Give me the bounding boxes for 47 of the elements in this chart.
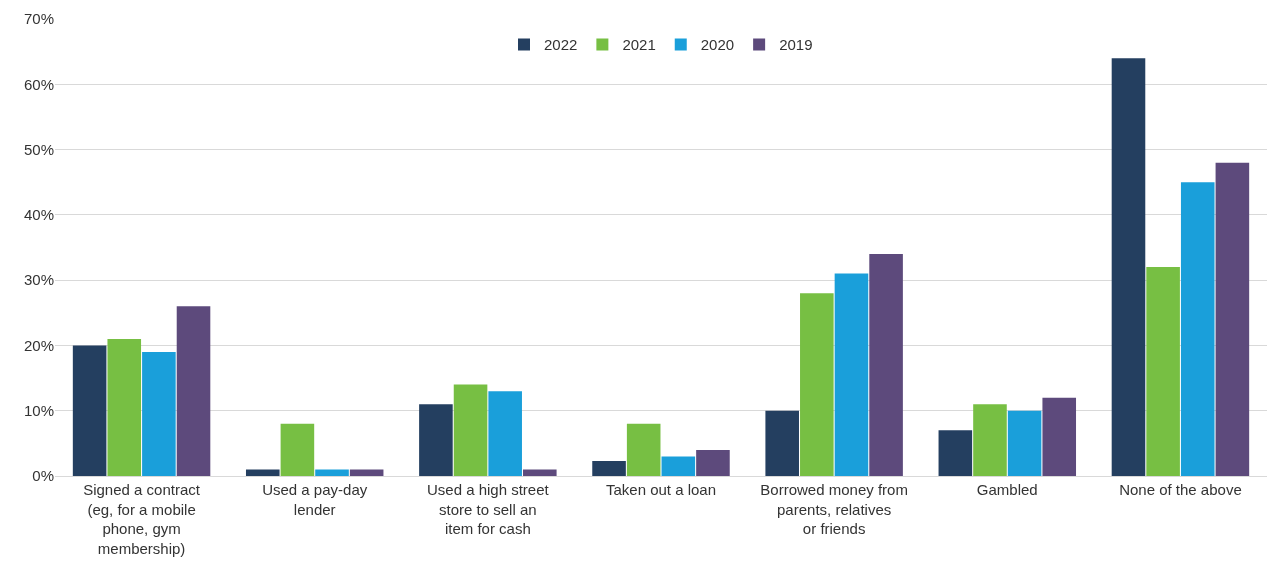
y-tick-label: 70%: [23, 10, 54, 28]
bar: [1180, 182, 1215, 476]
bar: [696, 449, 730, 476]
bar: [72, 345, 107, 476]
bar: [1042, 397, 1077, 476]
bar: [973, 404, 1007, 476]
bar: [245, 469, 280, 476]
bar: [142, 351, 176, 476]
bar: [938, 430, 973, 476]
y-tick-label: 0%: [32, 467, 54, 485]
x-tick-label: Used a pay-day lender: [262, 481, 368, 518]
x-tick-label: Signed a contract (eg, for a mobile phone, gym membership): [83, 481, 201, 557]
bar: [1007, 410, 1042, 476]
bar: [315, 469, 349, 476]
x-tick-label: Taken out a loan: [605, 481, 717, 498]
bar: [488, 391, 522, 476]
bar: [453, 384, 488, 476]
y-tick-label: 20%: [23, 336, 54, 354]
bar: [523, 469, 557, 476]
x-tick-label: Used a high street store to sell an item for cash: [426, 481, 550, 537]
bar: [765, 410, 799, 476]
x-tick-label: Gambled: [976, 481, 1038, 498]
bar: [661, 456, 696, 476]
bar: [176, 306, 211, 476]
legend-label: 2020: [700, 36, 735, 54]
bar: [834, 273, 869, 476]
bar: [280, 423, 315, 476]
bar: [1111, 58, 1146, 476]
bar: [1215, 162, 1250, 476]
bar: [626, 423, 661, 476]
y-tick-label: 10%: [23, 401, 54, 419]
bar: [800, 293, 834, 476]
legend-label: 2019: [779, 36, 813, 54]
bar: [419, 404, 453, 476]
bar: [349, 469, 384, 476]
y-tick-label: 60%: [23, 75, 54, 93]
x-tick-label: Borrowed money from parents, relatives or friends: [760, 481, 908, 537]
legend-label: 2021: [622, 36, 656, 54]
bar: [107, 338, 142, 476]
x-tick-label: None of the above: [1119, 481, 1242, 498]
y-tick-label: 30%: [23, 271, 54, 289]
y-tick-label: 40%: [23, 206, 54, 224]
y-tick-label: 50%: [23, 140, 54, 158]
legend-label: 2022: [544, 36, 578, 54]
bar: [592, 460, 626, 476]
bar: [869, 254, 903, 476]
bar: [1146, 267, 1180, 476]
